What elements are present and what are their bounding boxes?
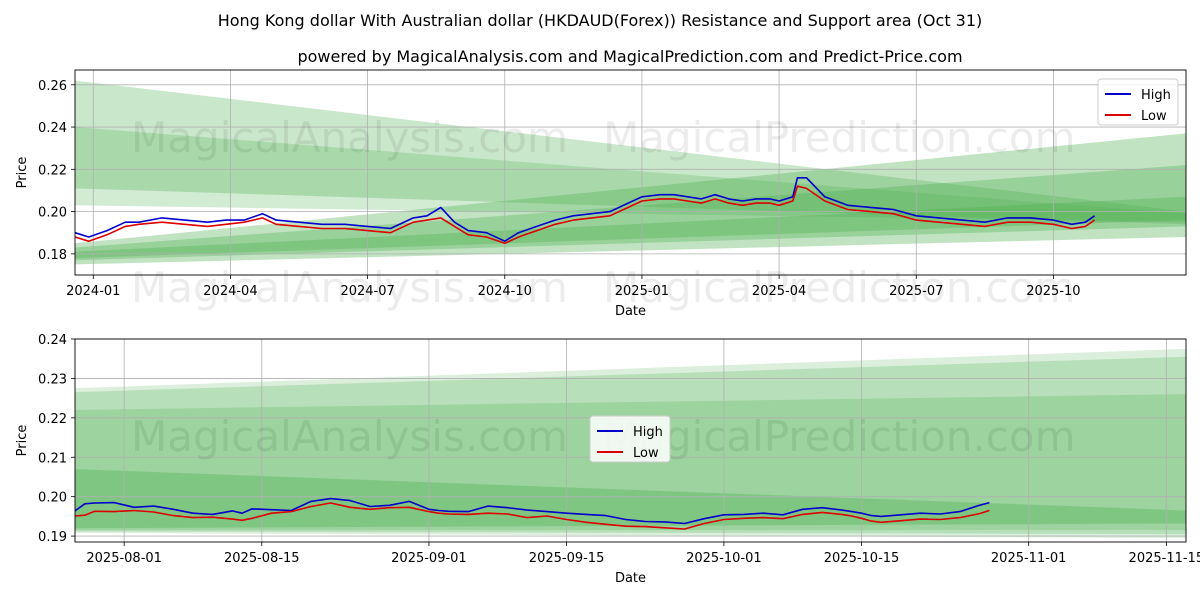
legend-label: Low [633,446,659,461]
x-tick-label: 2025-07 [889,284,943,299]
x-tick-label: 2025-08-01 [86,551,162,566]
x-tick-label: 2025-09-01 [391,551,467,566]
y-tick-label: 0.24 [38,333,67,348]
y-tick-label: 0.18 [38,248,67,263]
x-tick-label: 2024-10 [478,284,532,299]
y-tick-label: 0.19 [38,530,67,545]
plot-frame [74,338,1187,543]
watermark: MagicalPrediction.com [603,263,1076,312]
watermark: MagicalPrediction.com [603,113,1076,162]
y-tick-label: 0.22 [38,163,67,178]
watermark: MagicalAnalysis.com [131,263,568,312]
x-tick-label: 2025-04 [752,284,806,299]
x-tick-label: 2025-08-15 [224,551,300,566]
legend-label: Low [1141,109,1167,124]
low-series-line [74,502,990,530]
y-tick-label: 0.22 [38,412,67,427]
plot-frame [74,69,1187,276]
legend-box [589,415,671,463]
chart-subtitle: powered by MagicalAnalysis.com and Magic… [297,47,962,66]
y-tick-label: 0.20 [38,491,67,506]
x-tick-label: 2025-10 [1026,284,1080,299]
x-tick-label: 2025-11-15 [1129,551,1200,566]
legend-box [1097,78,1179,126]
bottom-panel: 2025-08-01 2025-08-15 2025-09-01 2025-09-15… [15,333,1200,586]
x-axis-label: Date [615,304,646,319]
x-axis-label: Date [615,571,646,586]
x-tick-label: 2025-10-15 [824,551,900,566]
low-series-line [74,185,1096,245]
watermark: MagicalAnalysis.com [131,113,568,162]
y-tick-label: 0.23 [38,372,67,387]
support-resistance-band [75,80,1186,225]
support-resistance-band [75,196,1186,259]
y-tick-label: 0.26 [38,79,67,94]
support-resistance-band [75,165,1186,261]
watermark: MagicalPrediction.com [603,412,1076,461]
x-tick-label: 2024-01 [66,284,120,299]
x-tick-label: 2024-07 [340,284,394,299]
x-tick-label: 2025-10-01 [686,551,762,566]
y-axis-label: Price [15,425,30,457]
x-tick-label: 2025-01 [615,284,669,299]
legend-label: High [633,425,663,440]
y-tick-label: 0.20 [38,206,67,221]
high-series-line [74,177,1096,242]
support-resistance-band [75,127,1186,223]
legend-label: High [1141,88,1171,103]
y-tick-label: 0.21 [38,451,67,466]
support-resistance-band [75,133,1186,265]
y-axis-label: Price [15,157,30,189]
x-tick-label: 2024-04 [203,284,257,299]
y-tick-label: 0.24 [38,121,67,136]
watermark: MagicalAnalysis.com [131,412,568,461]
chart-title: Hong Kong dollar With Australian dollar … [218,11,983,30]
x-tick-label: 2025-11-01 [991,551,1067,566]
high-series-line [74,497,990,525]
x-tick-label: 2025-09-15 [529,551,605,566]
top-panel: 2024-01 2024-04 2024-07 2024-10 2025-01 2025-… [15,69,1187,319]
